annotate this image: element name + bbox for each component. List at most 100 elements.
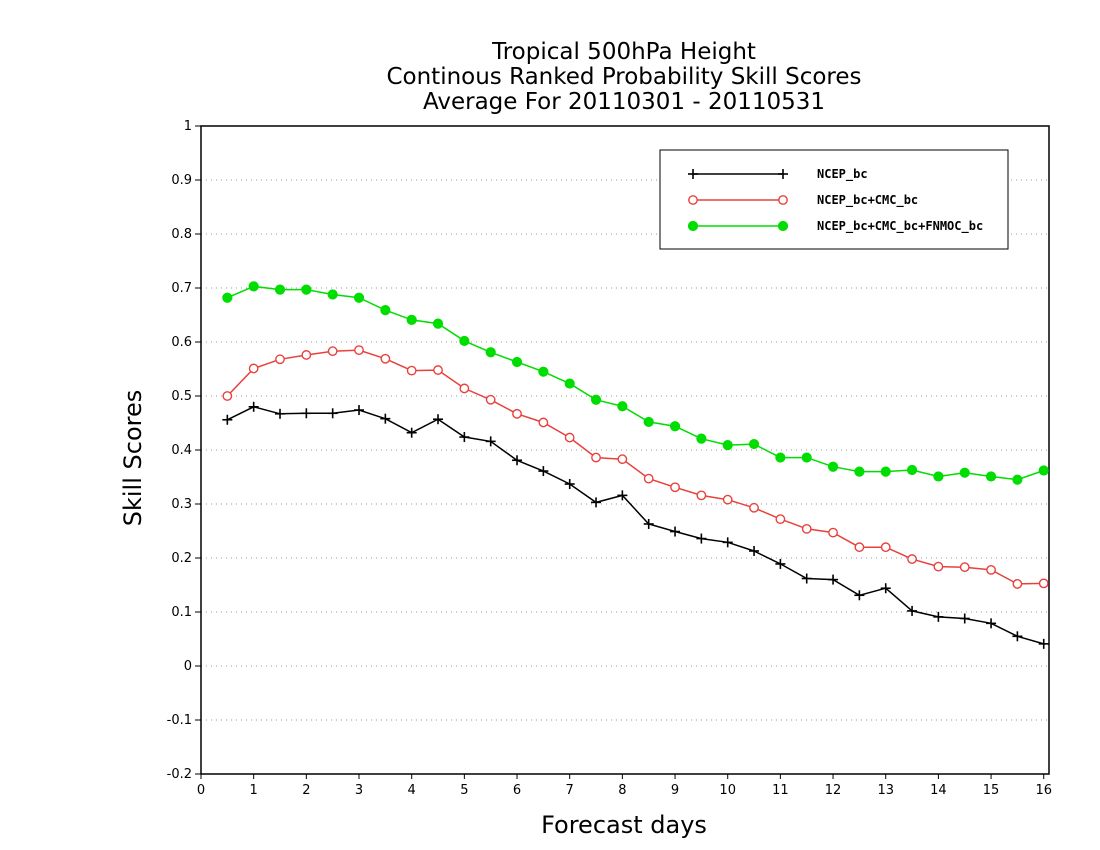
data-point	[828, 574, 839, 585]
y-tick-label: 0	[184, 659, 192, 674]
x-tick-label: 0	[197, 783, 205, 798]
data-point	[432, 318, 444, 329]
title-line-1: Tropical 500hPa Height	[491, 39, 756, 65]
data-point	[459, 335, 470, 347]
x-tick-label: 10	[719, 783, 736, 798]
data-point	[801, 452, 812, 463]
data-point	[538, 417, 549, 428]
data-point	[485, 347, 496, 358]
data-point	[459, 383, 470, 394]
data-point	[1012, 579, 1023, 589]
data-point	[778, 195, 788, 205]
data-point	[327, 289, 338, 300]
series-3	[222, 281, 1049, 485]
x-tick-label: 1	[250, 783, 258, 798]
x-tick-label: 2	[302, 783, 310, 798]
y-tick-label: -0.1	[167, 713, 192, 728]
y-tick-label: 1	[184, 119, 192, 134]
data-point	[880, 466, 891, 477]
data-point	[696, 533, 707, 544]
data-point	[778, 169, 788, 179]
x-tick-label: 11	[772, 783, 789, 798]
data-point	[986, 564, 996, 575]
y-tick-label: -0.2	[167, 767, 192, 782]
data-point	[959, 613, 970, 624]
data-point	[274, 284, 286, 295]
series-2	[222, 345, 1049, 589]
data-point	[1012, 474, 1023, 485]
data-point	[827, 461, 839, 472]
series-line	[227, 285, 1044, 481]
data-point	[959, 467, 970, 478]
x-tick-label: 15	[983, 783, 1000, 798]
legend-label: NCEP_bc+CMC_bc	[817, 193, 918, 208]
legend-item: NCEP_bc+CMC_bc+FNMOC_bc	[687, 219, 983, 234]
x-tick-label: 9	[671, 783, 679, 798]
data-point	[617, 490, 628, 501]
data-point	[485, 436, 496, 447]
data-point	[248, 363, 259, 374]
data-point	[775, 514, 786, 525]
data-point	[222, 414, 233, 425]
y-tick-label: 0.7	[171, 281, 192, 296]
data-point	[933, 471, 944, 482]
data-point	[248, 401, 259, 412]
series-1	[222, 401, 1049, 649]
data-point	[275, 354, 285, 365]
data-point	[722, 440, 733, 451]
x-tick-label: 4	[408, 783, 416, 798]
data-point	[688, 169, 698, 179]
data-point	[722, 537, 733, 548]
data-point	[933, 611, 944, 622]
data-point	[696, 433, 707, 444]
y-tick-label: 0.1	[171, 605, 192, 620]
grid	[201, 179, 1049, 721]
x-tick-label: 5	[460, 783, 468, 798]
y-tick-label: 0.2	[171, 551, 192, 566]
data-point	[801, 573, 812, 584]
data-point	[907, 605, 918, 616]
data-point	[301, 408, 312, 419]
data-point	[538, 366, 549, 377]
data-point	[854, 466, 865, 477]
data-point	[643, 518, 654, 529]
legend-item: NCEP_bc	[688, 167, 868, 182]
data-point	[406, 427, 417, 438]
y-tick-label: 0.6	[171, 335, 192, 350]
x-tick-label: 16	[1035, 783, 1052, 798]
x-axis: 0 1 2 3 4 5 6 7 8 9 10 11 12 13 14 15 16	[197, 774, 1052, 798]
data-point	[828, 527, 838, 538]
data-point	[933, 561, 944, 572]
data-point	[222, 391, 233, 401]
data-point	[775, 558, 786, 569]
data-point	[643, 473, 654, 484]
legend-item: NCEP_bc+CMC_bc	[688, 193, 918, 208]
data-point	[354, 405, 365, 416]
y-axis: 1 0.9 0.8 0.7 0.6 0.5 0.4 0.3 0.2 0.1 0 -0.1 -0.2	[167, 119, 201, 782]
data-point	[880, 542, 891, 553]
data-point	[670, 526, 681, 537]
data-point	[380, 413, 391, 424]
data-point	[959, 562, 970, 573]
series-line	[226, 349, 1044, 585]
data-point	[512, 408, 522, 419]
y-tick-label: 0.9	[171, 173, 192, 188]
data-point	[538, 466, 549, 477]
data-point	[406, 314, 417, 325]
x-tick-label: 6	[513, 783, 521, 798]
data-point	[985, 471, 997, 482]
data-point	[301, 284, 312, 295]
data-point	[670, 482, 680, 493]
data-point	[433, 365, 443, 375]
data-point	[354, 345, 364, 355]
chart-title: Tropical 500hPa Height Continous Ranked …	[386, 39, 861, 115]
data-point	[777, 220, 789, 232]
data-point	[248, 281, 259, 292]
data-point	[1038, 465, 1049, 476]
data-point	[1038, 638, 1049, 649]
data-point	[564, 432, 575, 443]
data-point	[301, 350, 312, 360]
legend-label: NCEP_bc	[817, 167, 868, 182]
data-point	[696, 490, 707, 501]
